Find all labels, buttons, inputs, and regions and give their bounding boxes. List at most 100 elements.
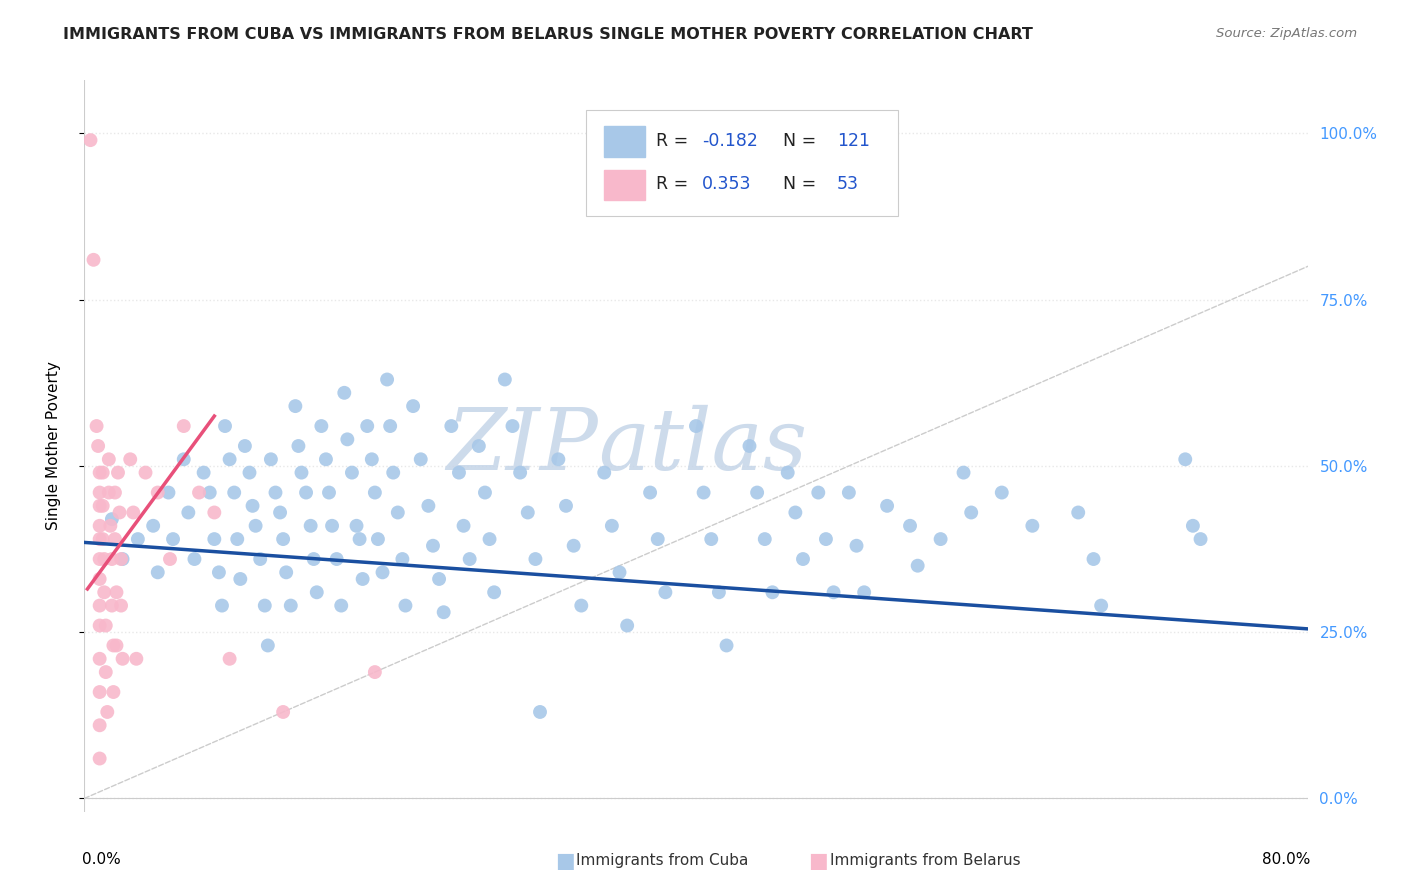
Point [257, 639, 280, 653]
Point [89, 572, 111, 586]
Point [685, 419, 707, 434]
Point [104, 532, 127, 546]
Point [226, 532, 249, 546]
Point [157, 485, 180, 500]
Point [79, 133, 101, 147]
Point [529, 705, 551, 719]
Point [907, 558, 929, 573]
Point [253, 599, 276, 613]
Text: N =: N = [772, 176, 821, 194]
Point [111, 652, 134, 666]
Point [211, 599, 233, 613]
Point [960, 506, 983, 520]
Point [333, 385, 356, 400]
Point [747, 485, 769, 500]
Point [555, 499, 578, 513]
Point [807, 485, 830, 500]
Point [482, 585, 505, 599]
Point [214, 419, 236, 434]
Point [364, 665, 387, 679]
Point [93, 585, 115, 599]
Point [761, 585, 783, 599]
Point [346, 518, 368, 533]
Point [125, 652, 148, 666]
Point [108, 506, 131, 520]
Point [427, 572, 450, 586]
Point [86, 419, 108, 434]
Point [242, 499, 264, 513]
Text: Immigrants from Belarus: Immigrants from Belarus [830, 854, 1021, 868]
Point [325, 552, 347, 566]
Point [97, 452, 120, 467]
Point [1181, 518, 1204, 533]
Point [94, 665, 117, 679]
Point [284, 399, 307, 413]
Point [1021, 518, 1043, 533]
Point [692, 485, 714, 500]
Point [193, 466, 215, 480]
Bar [605, 126, 644, 157]
Point [380, 419, 402, 434]
Point [159, 552, 181, 566]
Point [754, 532, 776, 546]
Point [202, 532, 225, 546]
Point [162, 532, 184, 546]
Point [103, 685, 125, 699]
Point [290, 466, 312, 480]
Point [120, 452, 142, 467]
Point [91, 499, 114, 513]
Point [440, 419, 463, 434]
Text: N =: N = [772, 132, 821, 150]
Point [340, 466, 363, 480]
Point [371, 566, 394, 580]
Point [502, 419, 524, 434]
Point [93, 552, 115, 566]
Text: ■: ■ [555, 851, 575, 871]
Point [600, 518, 623, 533]
Point [547, 452, 569, 467]
Point [105, 639, 128, 653]
Point [609, 566, 631, 580]
Point [738, 439, 761, 453]
Text: ZIP: ZIP [446, 405, 598, 487]
Point [929, 532, 952, 546]
Point [418, 499, 440, 513]
Point [89, 552, 111, 566]
Point [458, 552, 481, 566]
Point [233, 439, 256, 453]
Point [218, 652, 240, 666]
Point [616, 618, 638, 632]
Point [516, 506, 538, 520]
Point [264, 485, 287, 500]
Text: atlas: atlas [598, 405, 807, 487]
Point [524, 552, 547, 566]
Point [105, 585, 128, 599]
Point [593, 466, 616, 480]
Point [336, 433, 359, 447]
Point [318, 485, 340, 500]
Point [89, 466, 111, 480]
Point [89, 685, 111, 699]
Point [111, 552, 134, 566]
Point [447, 466, 470, 480]
Point [707, 585, 730, 599]
Point [146, 485, 169, 500]
Y-axis label: Single Mother Poverty: Single Mother Poverty [46, 361, 60, 531]
Point [107, 466, 129, 480]
Point [814, 532, 837, 546]
Point [96, 705, 118, 719]
Text: 80.0%: 80.0% [1261, 852, 1310, 867]
Point [229, 572, 252, 586]
Text: -0.182: -0.182 [702, 132, 758, 150]
Point [792, 552, 814, 566]
Bar [605, 169, 644, 201]
Point [991, 485, 1014, 500]
Point [838, 485, 860, 500]
Point [91, 466, 114, 480]
Point [315, 452, 337, 467]
Point [364, 485, 387, 500]
Point [89, 485, 111, 500]
Point [271, 532, 294, 546]
Point [494, 372, 516, 386]
Point [271, 705, 294, 719]
